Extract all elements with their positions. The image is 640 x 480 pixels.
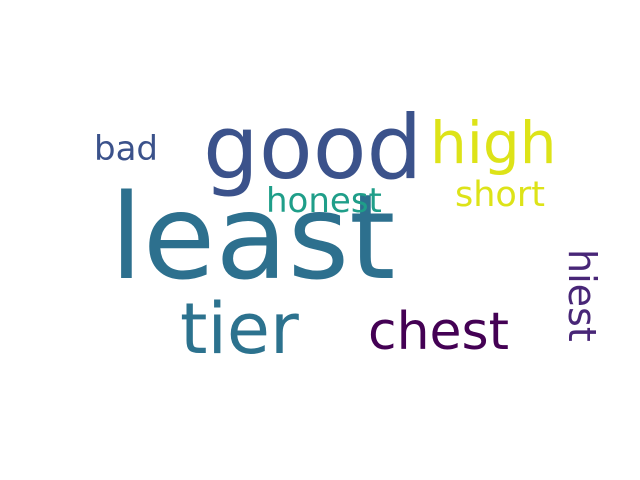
word-chest: chest	[368, 302, 510, 362]
word-bad: bad	[94, 129, 158, 169]
word-least: least	[110, 168, 396, 306]
word-good: good	[203, 96, 423, 199]
word-short: short	[455, 175, 545, 215]
word-high: high	[430, 109, 557, 177]
word-honest: honest	[266, 181, 382, 221]
word-hiest: hiest	[560, 249, 604, 342]
word-tier: tier	[180, 288, 299, 370]
